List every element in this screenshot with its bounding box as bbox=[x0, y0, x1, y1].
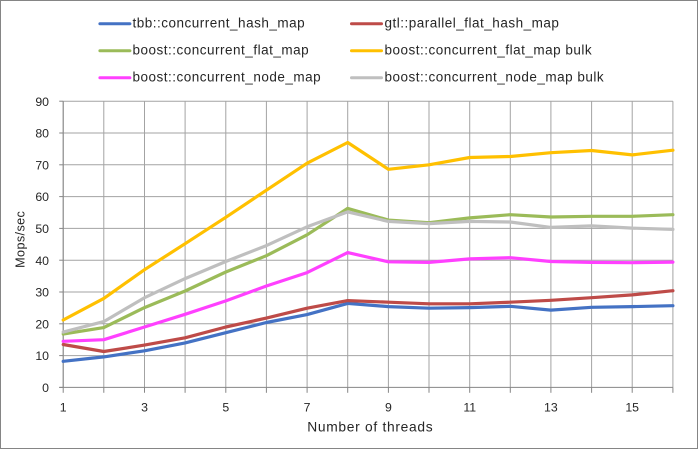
svg-text:15: 15 bbox=[625, 400, 639, 414]
svg-text:3: 3 bbox=[141, 400, 148, 414]
svg-text:boost::concurrent_flat_map bul: boost::concurrent_flat_map bulk bbox=[385, 42, 593, 57]
svg-text:tbb::concurrent_hash_map: tbb::concurrent_hash_map bbox=[133, 15, 306, 30]
svg-text:gtl::parallel_flat_hash_map: gtl::parallel_flat_hash_map bbox=[385, 15, 560, 30]
svg-text:60: 60 bbox=[35, 190, 49, 204]
svg-text:20: 20 bbox=[35, 317, 49, 331]
svg-text:boost::concurrent_flat_map: boost::concurrent_flat_map bbox=[133, 42, 310, 57]
svg-text:50: 50 bbox=[35, 222, 49, 236]
svg-text:13: 13 bbox=[544, 400, 558, 414]
svg-text:Mops/sec: Mops/sec bbox=[14, 211, 28, 268]
svg-text:10: 10 bbox=[35, 349, 49, 363]
svg-text:80: 80 bbox=[35, 127, 49, 141]
svg-text:90: 90 bbox=[35, 95, 49, 109]
svg-text:0: 0 bbox=[42, 381, 49, 395]
svg-text:boost::concurrent_node_map: boost::concurrent_node_map bbox=[133, 69, 322, 84]
svg-text:1: 1 bbox=[60, 400, 67, 414]
svg-text:5: 5 bbox=[222, 400, 229, 414]
svg-text:30: 30 bbox=[35, 286, 49, 300]
svg-text:40: 40 bbox=[35, 254, 49, 268]
svg-text:7: 7 bbox=[304, 400, 311, 414]
svg-text:11: 11 bbox=[463, 400, 476, 414]
svg-text:boost::concurrent_node_map bul: boost::concurrent_node_map bulk bbox=[385, 69, 605, 84]
svg-text:Number of threads: Number of threads bbox=[307, 420, 433, 435]
svg-text:70: 70 bbox=[35, 158, 49, 172]
svg-text:9: 9 bbox=[385, 400, 392, 414]
